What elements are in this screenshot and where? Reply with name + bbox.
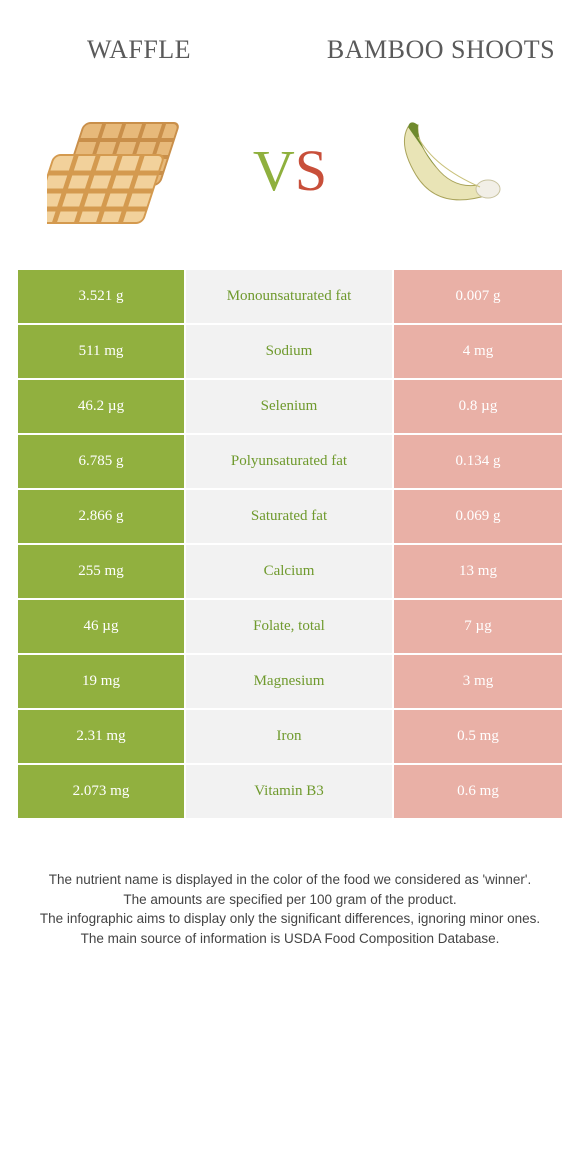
- vs-s: S: [295, 138, 327, 203]
- nutrient-label: Selenium: [186, 380, 394, 433]
- right-value: 3 mg: [394, 655, 562, 708]
- comparison-table: 3.521 gMonounsaturated fat0.007 g511 mgS…: [18, 270, 562, 820]
- right-food-title: Bamboo shoots: [320, 36, 562, 65]
- right-value: 4 mg: [394, 325, 562, 378]
- left-value: 3.521 g: [18, 270, 186, 323]
- left-value: 2.31 mg: [18, 710, 186, 763]
- table-row: 6.785 gPolyunsaturated fat0.134 g: [18, 435, 562, 490]
- nutrient-label: Iron: [186, 710, 394, 763]
- footnote-line: The main source of information is USDA F…: [26, 929, 554, 949]
- left-value: 19 mg: [18, 655, 186, 708]
- left-value: 46.2 µg: [18, 380, 186, 433]
- right-value: 7 µg: [394, 600, 562, 653]
- left-value: 46 µg: [18, 600, 186, 653]
- table-row: 19 mgMagnesium3 mg: [18, 655, 562, 710]
- waffle-image: [18, 100, 247, 240]
- hero: VS: [18, 80, 562, 270]
- right-value: 0.5 mg: [394, 710, 562, 763]
- header: Waffle Bamboo shoots: [18, 20, 562, 80]
- footnote-line: The nutrient name is displayed in the co…: [26, 870, 554, 890]
- vs-v: V: [253, 138, 295, 203]
- table-row: 2.866 gSaturated fat0.069 g: [18, 490, 562, 545]
- table-row: 511 mgSodium4 mg: [18, 325, 562, 380]
- table-row: 3.521 gMonounsaturated fat0.007 g: [18, 270, 562, 325]
- nutrient-label: Vitamin B3: [186, 765, 394, 818]
- footnotes: The nutrient name is displayed in the co…: [18, 870, 562, 948]
- left-value: 2.866 g: [18, 490, 186, 543]
- nutrient-label: Folate, total: [186, 600, 394, 653]
- left-value: 6.785 g: [18, 435, 186, 488]
- left-food-title: Waffle: [18, 35, 260, 65]
- right-value: 0.134 g: [394, 435, 562, 488]
- footnote-line: The infographic aims to display only the…: [26, 909, 554, 929]
- left-value: 511 mg: [18, 325, 186, 378]
- table-row: 46.2 µgSelenium0.8 µg: [18, 380, 562, 435]
- right-value: 0.069 g: [394, 490, 562, 543]
- nutrient-label: Monounsaturated fat: [186, 270, 394, 323]
- table-row: 2.073 mgVitamin B30.6 mg: [18, 765, 562, 820]
- bamboo-image: [333, 100, 562, 240]
- right-value: 13 mg: [394, 545, 562, 598]
- right-value: 0.6 mg: [394, 765, 562, 818]
- table-row: 255 mgCalcium13 mg: [18, 545, 562, 600]
- table-row: 46 µgFolate, total7 µg: [18, 600, 562, 655]
- right-value: 0.8 µg: [394, 380, 562, 433]
- vs-label: VS: [247, 137, 333, 204]
- nutrient-label: Magnesium: [186, 655, 394, 708]
- nutrient-label: Saturated fat: [186, 490, 394, 543]
- left-value: 255 mg: [18, 545, 186, 598]
- table-row: 2.31 mgIron0.5 mg: [18, 710, 562, 765]
- nutrient-label: Calcium: [186, 545, 394, 598]
- right-value: 0.007 g: [394, 270, 562, 323]
- footnote-line: The amounts are specified per 100 gram o…: [26, 890, 554, 910]
- nutrient-label: Sodium: [186, 325, 394, 378]
- left-value: 2.073 mg: [18, 765, 186, 818]
- nutrient-label: Polyunsaturated fat: [186, 435, 394, 488]
